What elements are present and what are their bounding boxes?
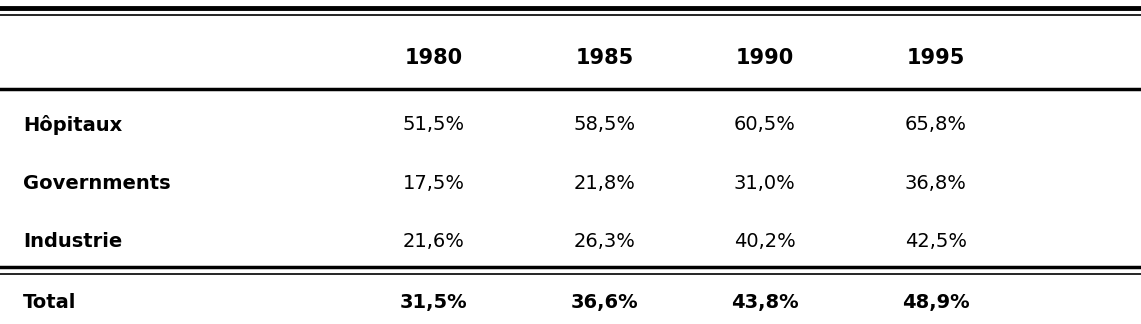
Text: 26,3%: 26,3%: [574, 232, 636, 251]
Text: 1980: 1980: [405, 48, 462, 68]
Text: 1995: 1995: [906, 48, 965, 68]
Text: 1985: 1985: [575, 48, 634, 68]
Text: 36,8%: 36,8%: [905, 174, 966, 192]
Text: Governments: Governments: [23, 174, 170, 192]
Text: 65,8%: 65,8%: [905, 115, 966, 134]
Text: 51,5%: 51,5%: [403, 115, 464, 134]
Text: 31,0%: 31,0%: [734, 174, 795, 192]
Text: 60,5%: 60,5%: [734, 115, 795, 134]
Text: 17,5%: 17,5%: [403, 174, 464, 192]
Text: 21,6%: 21,6%: [403, 232, 464, 251]
Text: 40,2%: 40,2%: [734, 232, 795, 251]
Text: 1990: 1990: [735, 48, 794, 68]
Text: 48,9%: 48,9%: [901, 294, 970, 312]
Text: 43,8%: 43,8%: [730, 294, 799, 312]
Text: 42,5%: 42,5%: [905, 232, 966, 251]
Text: 36,6%: 36,6%: [570, 294, 639, 312]
Text: 58,5%: 58,5%: [574, 115, 636, 134]
Text: 21,8%: 21,8%: [574, 174, 636, 192]
Text: Total: Total: [23, 294, 76, 312]
Text: Hôpitaux: Hôpitaux: [23, 115, 122, 135]
Text: Industrie: Industrie: [23, 232, 122, 251]
Text: 31,5%: 31,5%: [399, 294, 468, 312]
